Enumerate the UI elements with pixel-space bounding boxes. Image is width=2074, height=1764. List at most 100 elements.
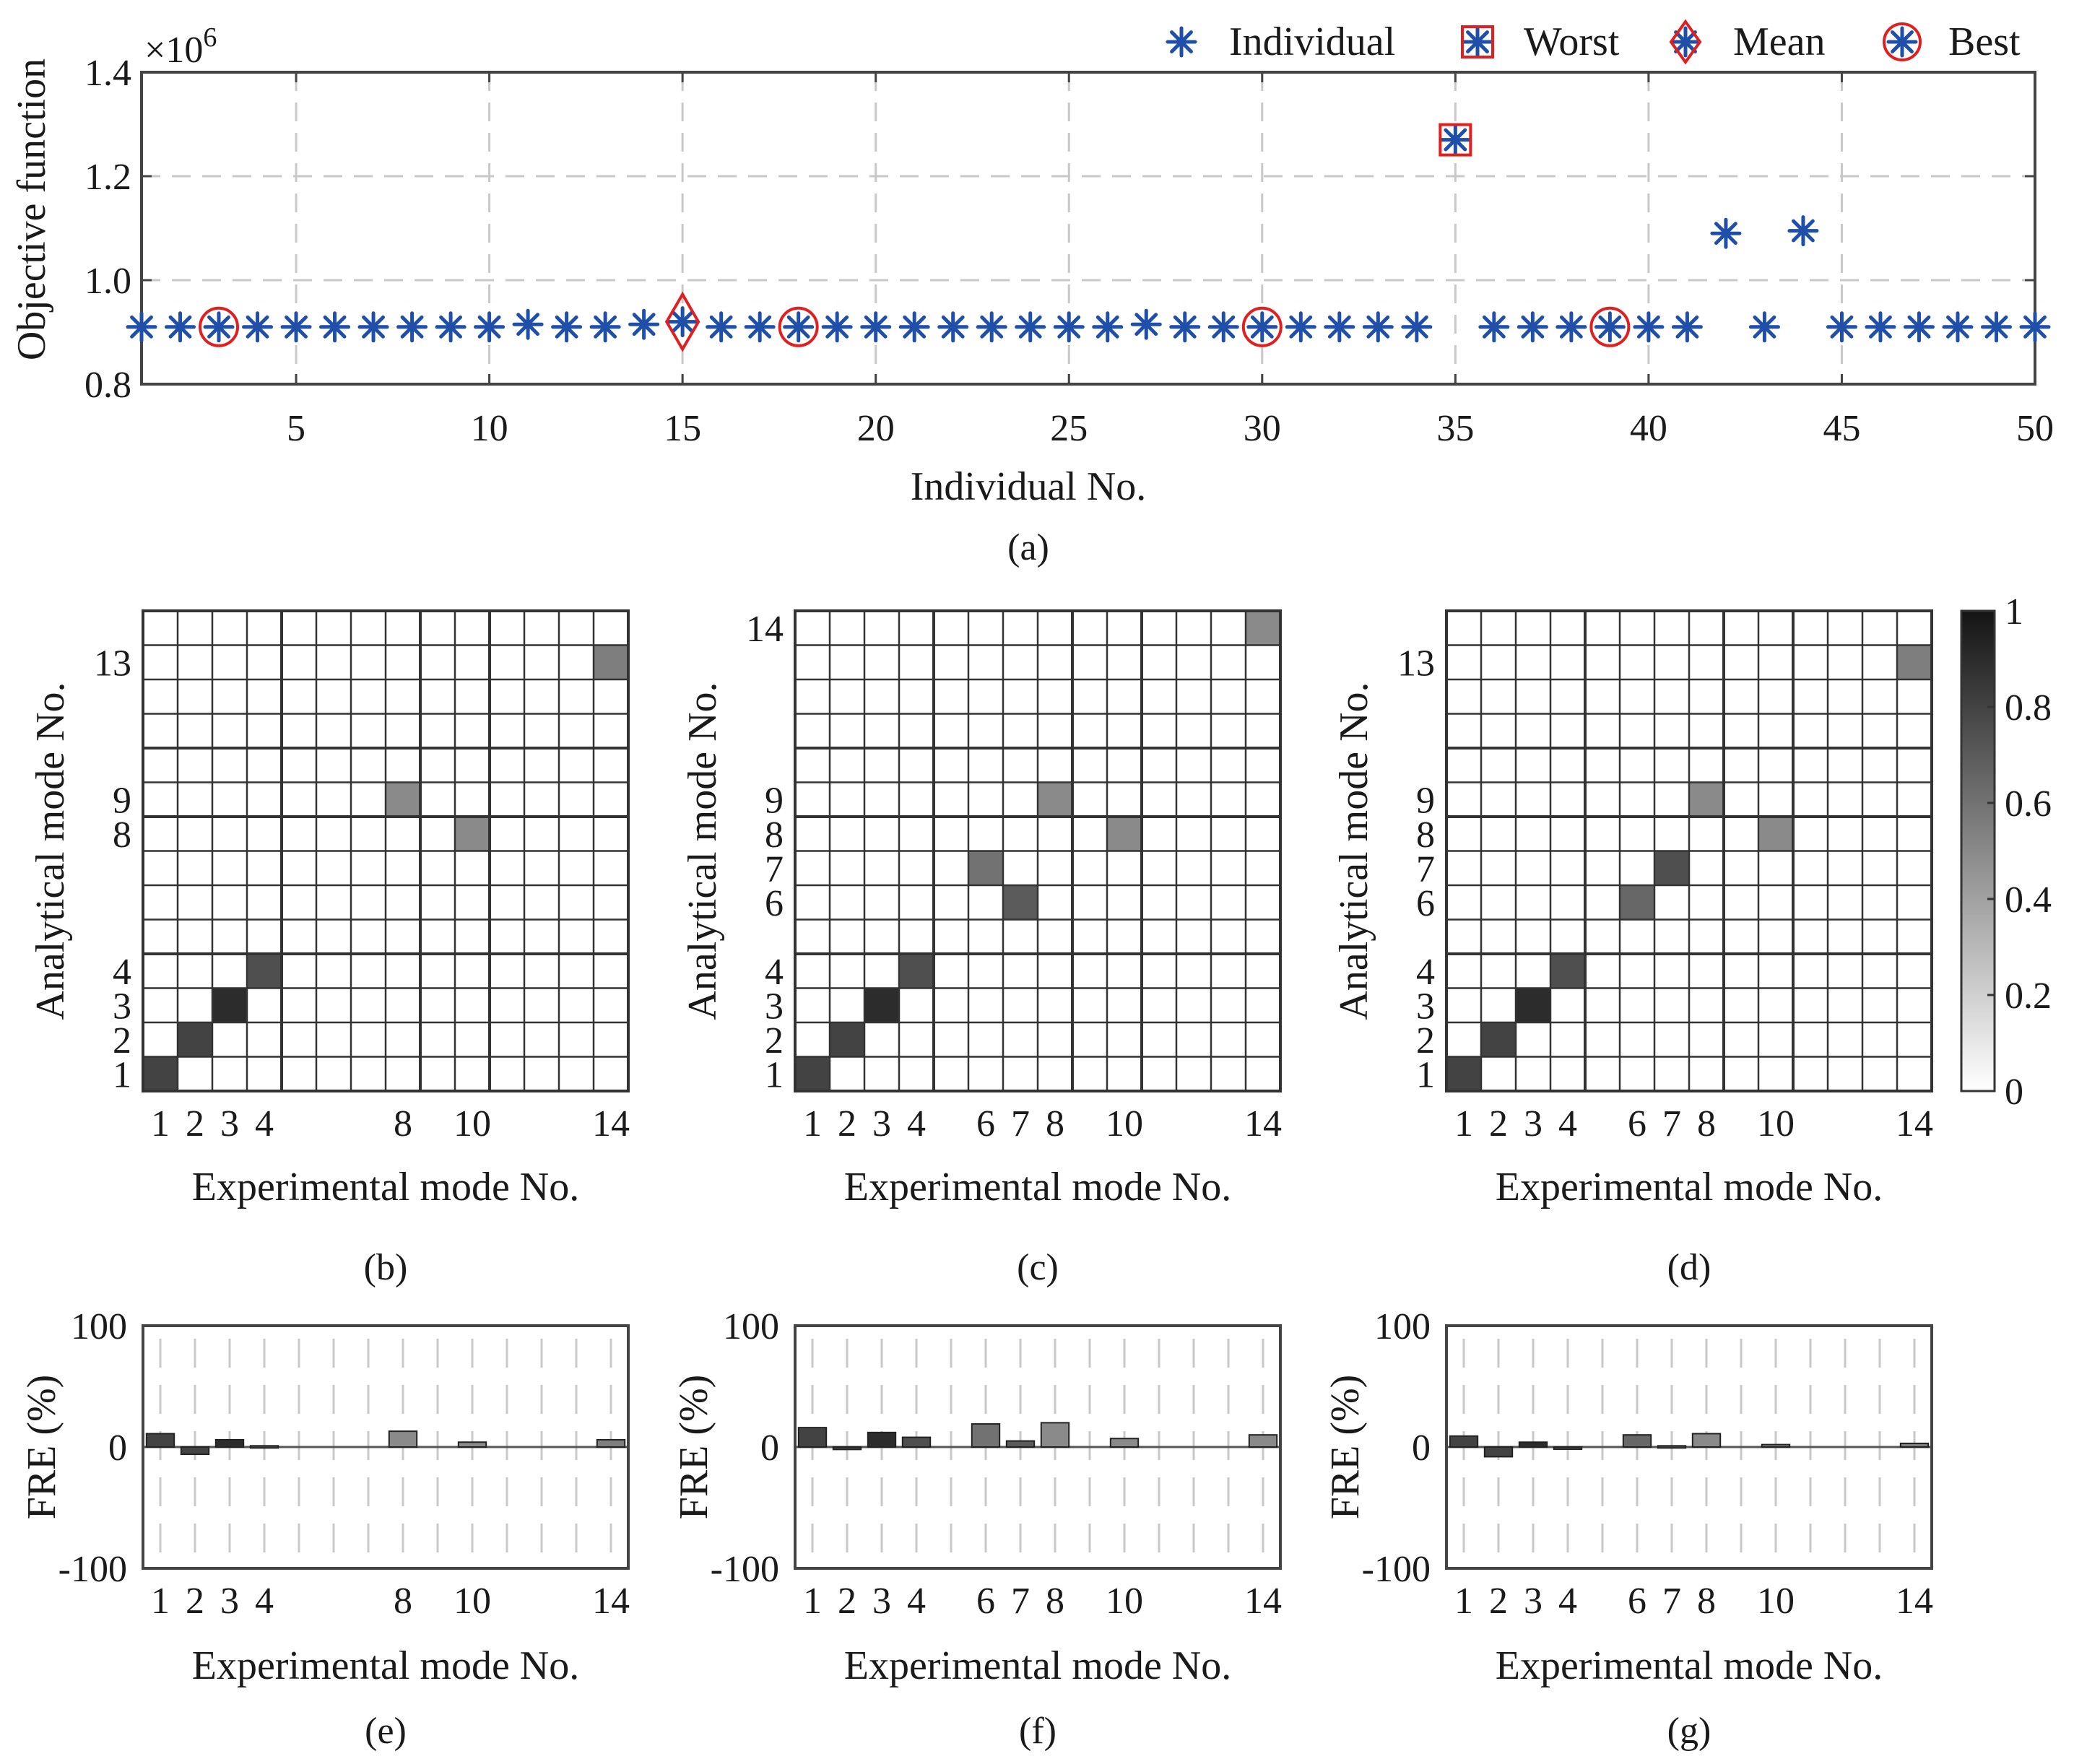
legend-mean-label: Mean [1733, 19, 1826, 64]
marker-stroke [1405, 315, 1428, 339]
bar [1691, 1433, 1722, 1448]
data-point [1903, 311, 1935, 343]
y-axis-label: FRE (%) [19, 1375, 64, 1520]
marker-stroke [168, 315, 192, 339]
data-point [1092, 311, 1124, 343]
x-tick-label: 10 [454, 1581, 491, 1622]
best-marker [778, 306, 819, 347]
data-point [1980, 311, 2012, 343]
data-point [1748, 311, 1780, 343]
bar [1248, 1434, 1278, 1448]
x-axis-label: Experimental mode No. [1496, 1165, 1883, 1209]
data-point [1942, 311, 1974, 343]
y-tick-label: 6 [1416, 883, 1435, 924]
data-point [1710, 217, 1742, 249]
x-tick-label: 1 [1454, 1103, 1473, 1144]
axis-exponent: ×106 [144, 22, 217, 71]
best-marker [1589, 306, 1631, 347]
bar [249, 1445, 279, 1449]
heatmap-cell [1003, 885, 1038, 920]
heatmap-cell [1654, 851, 1689, 885]
data-point [937, 311, 969, 343]
x-tick-label: 10 [1106, 1103, 1143, 1144]
data-point [126, 311, 157, 343]
marker-stroke [1095, 315, 1119, 339]
marker-stroke [130, 315, 153, 339]
colorbar-tick-label: 0.6 [2005, 783, 2052, 825]
heatmap-cell [968, 851, 1003, 885]
x-tick-label: 10 [1106, 1581, 1143, 1622]
data-point [667, 306, 698, 338]
marker-stroke [594, 315, 617, 339]
heatmap-cell [455, 817, 490, 851]
marker-stroke [1714, 222, 1737, 246]
heatmap-frame [1445, 609, 1933, 1092]
legend-worst-box [1461, 25, 1494, 58]
heatmap-cell [1446, 1056, 1481, 1091]
y-tick-label: 4 [1416, 952, 1435, 993]
marker-stroke [362, 315, 385, 339]
data-point [551, 311, 583, 343]
marker-stroke [1250, 315, 1274, 339]
marker-stroke [477, 315, 501, 339]
heatmap-cell [386, 782, 420, 817]
bar [832, 1446, 862, 1451]
panel-caption: (e) [365, 1711, 407, 1752]
y-tick-label: 1.4 [84, 53, 131, 94]
y-tick-label: 0 [108, 1428, 127, 1469]
marker-stroke [285, 315, 308, 339]
y-tick-label: 2 [765, 1020, 784, 1061]
data-point [1130, 308, 1162, 340]
plot-frame [794, 1324, 1282, 1570]
bar [1622, 1434, 1652, 1448]
panel-g: -100 0 100 1 2 3 4 6 7 8 10 14 Experimental mode No.… [1323, 1306, 1933, 1752]
data-point [1285, 311, 1316, 343]
data-point [165, 311, 196, 343]
bar [214, 1438, 245, 1448]
data-point [706, 311, 737, 343]
bar [180, 1446, 210, 1456]
y-tick-label: 0 [760, 1428, 779, 1469]
y-axis-label: Analytical mode No. [28, 682, 73, 1020]
data-point [783, 311, 815, 343]
data-point [203, 311, 235, 343]
data-point [1594, 311, 1626, 343]
x-tick-label: 7 [1011, 1103, 1030, 1144]
x-tick-label: 6 [1628, 1103, 1646, 1144]
data-point [1015, 311, 1046, 343]
bar [1040, 1422, 1070, 1448]
data-point [898, 311, 930, 343]
marker-stroke [1289, 315, 1313, 339]
marker-stroke [1869, 315, 1892, 339]
marker-stroke [207, 315, 230, 339]
x-tick-label: 6 [976, 1581, 995, 1622]
x-tick-label: 7 [1662, 1103, 1681, 1144]
data-point [2019, 311, 2051, 343]
best-marker [1241, 306, 1283, 347]
x-tick-label: 4 [1558, 1581, 1577, 1622]
y-axis-label: Objective function [9, 58, 54, 360]
y-tick-label: -100 [711, 1549, 779, 1590]
y-axis-label: Analytical mode No. [680, 682, 725, 1020]
legend-best-marker [1886, 26, 1918, 58]
bar [1899, 1442, 1930, 1448]
x-tick-label: 3 [1524, 1581, 1543, 1622]
heatmap-cell [864, 988, 899, 1022]
data-point [1671, 311, 1703, 343]
y-tick-label: 100 [723, 1306, 779, 1347]
x-tick-label: 2 [1489, 1103, 1508, 1144]
marker-stroke [748, 315, 772, 339]
x-axis-label: Experimental mode No. [192, 1643, 580, 1688]
x-tick-label: 1 [1454, 1581, 1473, 1622]
marker-stroke [864, 315, 888, 339]
data-point [821, 311, 853, 343]
marker-stroke [1173, 315, 1197, 339]
mean-marker [664, 291, 700, 352]
marker-stroke [1830, 315, 1854, 339]
bar [901, 1436, 932, 1448]
heatmap-frame [794, 609, 1282, 1092]
marker-stroke [1466, 30, 1489, 53]
legend-worst-marker [1462, 26, 1493, 58]
x-tick-label: 45 [1823, 408, 1860, 449]
